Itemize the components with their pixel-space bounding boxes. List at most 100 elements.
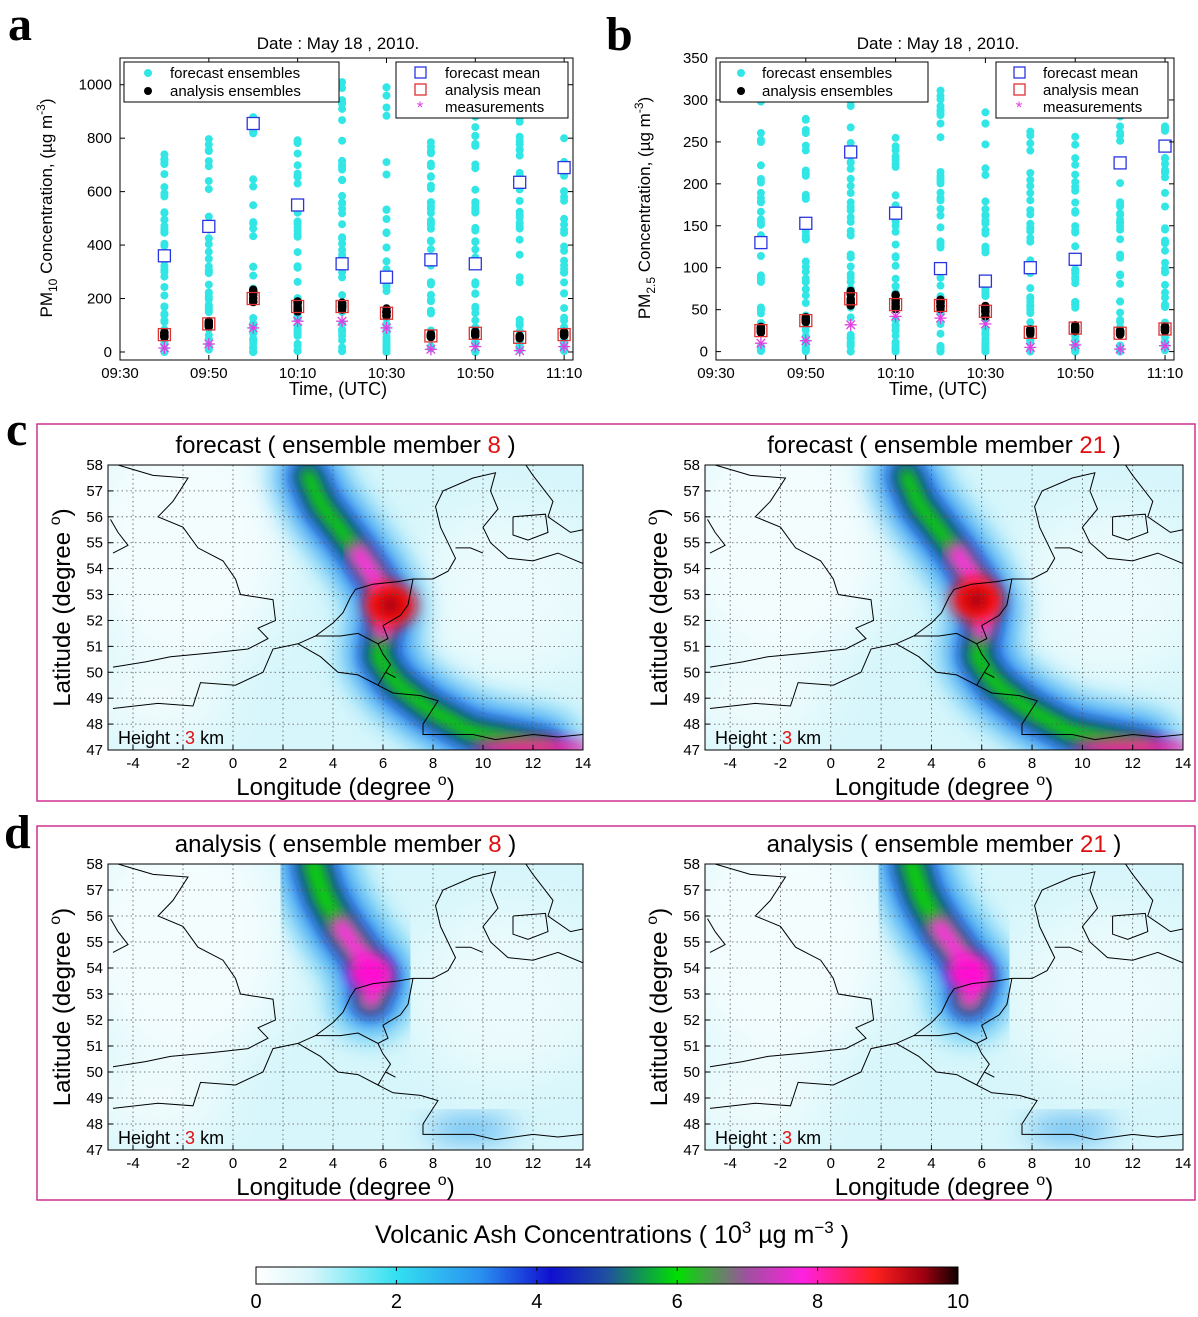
measurement-point xyxy=(844,318,857,331)
forecast-ensemble-point xyxy=(936,119,945,128)
forecast-ensemble-point xyxy=(338,175,347,184)
x-tick-label: 0 xyxy=(229,1155,237,1172)
forecast-ensemble-point xyxy=(1161,268,1169,277)
forecast-ensemble-point xyxy=(515,250,524,259)
x-tick-label: 12 xyxy=(1124,755,1141,772)
forecast-ensemble-point xyxy=(471,280,480,289)
forecast-ensemble-point xyxy=(249,218,258,227)
forecast-ensemble-point xyxy=(515,140,524,149)
forecast-ensemble-point xyxy=(1071,242,1080,251)
panel-letter-c: c xyxy=(6,403,27,456)
analysis-mean-point xyxy=(335,299,349,314)
x-tick-label: 6 xyxy=(978,755,986,772)
coastline xyxy=(709,465,875,668)
forecast-ensemble-point xyxy=(801,190,810,199)
height-label: Height : 3 km xyxy=(118,728,224,748)
measurement-point xyxy=(424,343,437,356)
forecast-ensemble-point xyxy=(338,84,347,92)
forecast-mean-point xyxy=(379,270,394,284)
forecast-ensemble-point xyxy=(1071,222,1080,231)
analysis-mean-point xyxy=(246,291,260,306)
coastline xyxy=(385,1071,396,1078)
y-tick-label: 57 xyxy=(683,882,700,899)
coastline xyxy=(1112,513,1149,541)
coastline xyxy=(315,632,392,686)
forecast-ensemble-point xyxy=(515,132,524,141)
forecast-ensemble-point xyxy=(981,205,990,214)
x-tick-label: 8 xyxy=(1028,755,1036,772)
forecast-ensemble-point xyxy=(936,110,945,119)
x-tick-label: 09:50 xyxy=(190,365,228,382)
map-frame xyxy=(704,863,1184,1151)
coastline xyxy=(709,472,1183,709)
chart-a-xlabel: Time, (UTC) xyxy=(289,379,387,399)
forecast-mean-point xyxy=(754,235,768,250)
forecast-ensemble-point xyxy=(756,207,765,216)
y-tick-label: 400 xyxy=(87,237,112,254)
map-frame xyxy=(107,464,584,751)
legend-a-forecast-ensembles: forecast ensembles xyxy=(170,65,300,82)
y-tick-label: 54 xyxy=(683,960,700,977)
chart-b: Date : May 18 , 2010. 09:30 09:50 10:10 10:… xyxy=(632,34,1183,399)
forecast-ensemble-point xyxy=(1161,236,1169,245)
forecast-mean-point xyxy=(1068,252,1082,266)
forecast-ensemble-point xyxy=(936,342,945,351)
forecast-ensemble-point xyxy=(515,318,524,327)
ash-peak-center xyxy=(966,590,987,609)
x-tick-label: 14 xyxy=(575,755,592,772)
forecast-ensemble-point xyxy=(560,187,569,196)
forecast-ensemble-point xyxy=(338,136,347,145)
forecast-ensemble-point xyxy=(801,114,810,123)
map-c-1: -4 -2 0 2 4 6 8 10 12 14 47 48 49 50 51 52 53 54 55 56 57 58 f… xyxy=(47,432,592,801)
analysis-ensemble-point xyxy=(160,328,169,337)
forecast-ensemble-point xyxy=(1161,258,1169,267)
forecast-ensemble-point xyxy=(204,147,213,155)
ash-peak-center xyxy=(380,595,401,614)
forecast-ensemble-point xyxy=(891,222,900,230)
forecast-ensemble-point xyxy=(936,329,945,338)
forecast-ensemble-point xyxy=(846,123,855,132)
measurement-point xyxy=(513,344,526,357)
x-tick-label: 6 xyxy=(379,755,387,772)
ash-low-east xyxy=(413,908,583,1080)
forecast-ensemble-point xyxy=(426,245,435,254)
x-tick-label: 14 xyxy=(575,1155,592,1172)
forecast-ensemble-point xyxy=(1026,188,1035,197)
forecast-ensemble-point xyxy=(204,140,213,149)
forecast-ensemble-point xyxy=(426,209,435,217)
forecast-ensemble-point xyxy=(426,162,435,171)
y-tick-label: 57 xyxy=(86,882,103,899)
forecast-ensemble-point xyxy=(1116,279,1125,288)
forecast-ensemble-point xyxy=(846,139,855,147)
measurement-point xyxy=(799,334,812,347)
forecast-ensemble-point xyxy=(801,141,810,150)
forecast-ensemble-point xyxy=(293,346,302,355)
y-tick-label: 50 xyxy=(691,302,708,319)
analysis-ensemble-point xyxy=(293,307,302,316)
forecast-mean-point xyxy=(513,175,527,189)
forecast-ensemble-point xyxy=(382,215,391,223)
forecast-ensemble-point xyxy=(204,240,213,249)
forecast-ensemble-point xyxy=(981,219,990,228)
ash-low-southwest xyxy=(108,655,230,741)
map-coastlines xyxy=(707,465,1183,741)
forecast-ensemble-point xyxy=(160,160,169,169)
coastline xyxy=(913,632,990,686)
coastline xyxy=(512,912,549,940)
forecast-ensemble-point xyxy=(981,171,990,179)
x-tick-label: 8 xyxy=(429,1155,437,1172)
coastline xyxy=(455,547,484,554)
y-tick-label: 0 xyxy=(104,344,112,361)
forecast-ensemble-point xyxy=(1161,159,1169,168)
forecast-mean-point xyxy=(202,219,216,234)
forecast-ensemble-point xyxy=(426,184,435,193)
forecast-ensemble-point xyxy=(293,149,302,158)
forecast-ensemble-point xyxy=(160,215,169,224)
forecast-ensemble-point xyxy=(160,316,169,325)
map-d-2: -4 -2 0 2 4 6 8 10 12 14 47 48 49 50 51 52 53 54 55 56 57 58 a… xyxy=(644,831,1191,1201)
analysis-mean-point xyxy=(379,306,394,320)
forecast-ensemble-point xyxy=(846,262,855,271)
panel-letter-b: b xyxy=(606,8,633,61)
panel-c-frame xyxy=(36,423,1196,802)
forecast-ensemble-point xyxy=(1116,308,1125,317)
